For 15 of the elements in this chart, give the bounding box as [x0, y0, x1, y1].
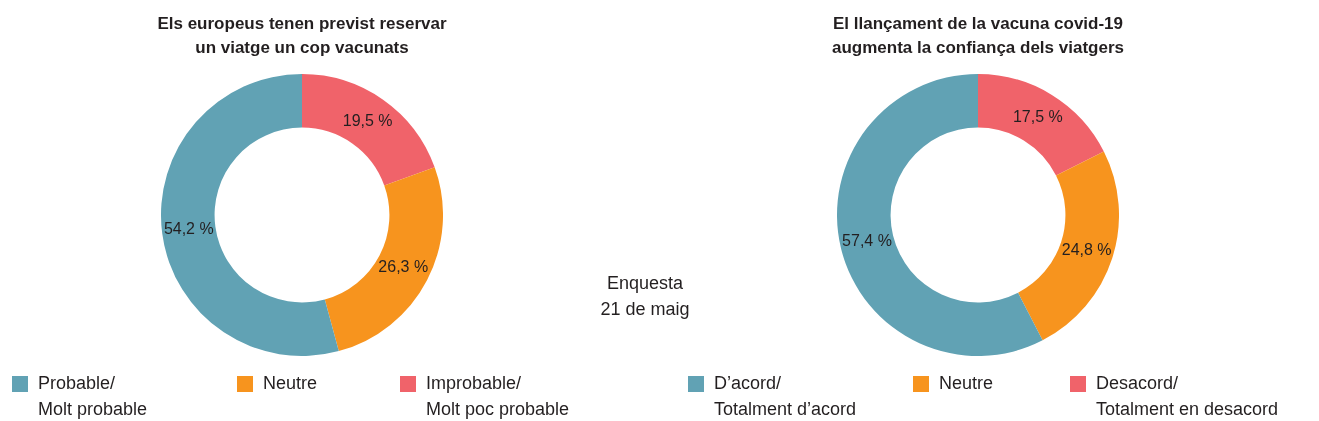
chart-title: Els europeus tenen previst reservar un viatge un cop vacunats: [156, 13, 448, 59]
legend-label: Probable/ Molt probable: [38, 372, 148, 421]
data-label: 19,5 %: [342, 111, 393, 129]
chart-title: El llançament de la vacuna covid-19 augmenta la confiança dels viatgers: [831, 13, 1125, 59]
legend-label: Neutre: [939, 372, 994, 395]
legend-label: Desacord/ Totalment en desacord: [1096, 372, 1279, 421]
data-label: 54,2 %: [163, 220, 214, 238]
legend-label: Improbable/ Molt poc probable: [426, 372, 570, 421]
data-label: 24,8 %: [1061, 240, 1112, 258]
legend-label: Neutre: [263, 372, 318, 395]
legend-label: D’acord/ Totalment d’acord: [714, 372, 857, 421]
data-label: 26,3 %: [378, 258, 429, 276]
data-label: 17,5 %: [1012, 108, 1063, 126]
data-label: 57,4 %: [842, 232, 892, 250]
text: Enquesta 21 de maig: [599, 272, 691, 321]
